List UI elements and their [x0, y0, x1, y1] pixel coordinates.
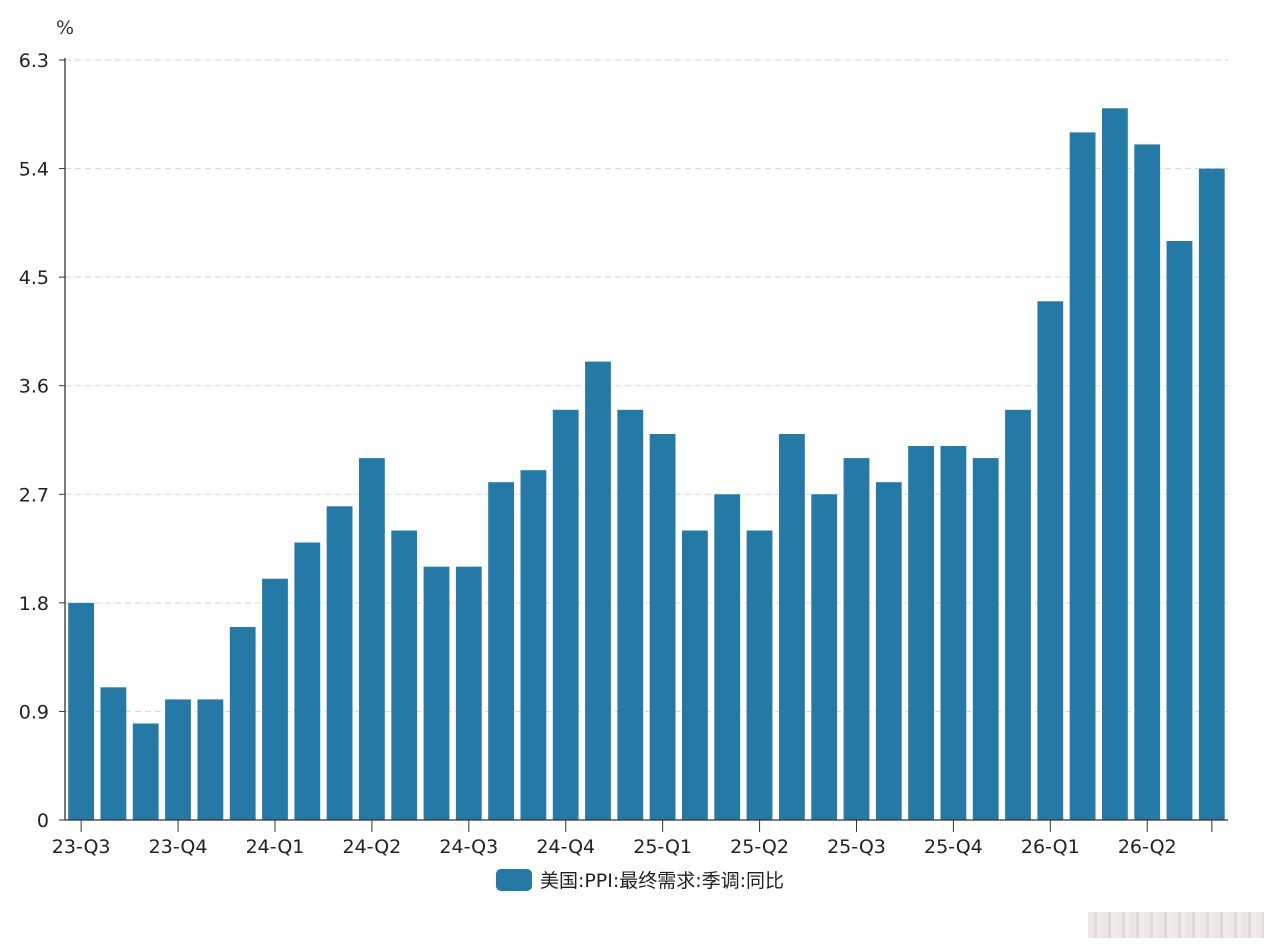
bar[interactable] [779, 434, 805, 820]
x-tick-label: 23-Q4 [149, 836, 208, 858]
bar[interactable] [746, 530, 773, 821]
legend-label: 美国:PPI:最终需求:季调:同比 [539, 870, 785, 892]
x-tick-label: 24-Q1 [246, 836, 305, 858]
bar[interactable] [520, 470, 547, 820]
bar[interactable] [617, 409, 644, 820]
bar[interactable] [294, 542, 321, 821]
y-tick-label: 0 [37, 810, 49, 832]
y-tick-label: 1.8 [19, 593, 49, 615]
bar[interactable] [229, 627, 256, 820]
bar[interactable] [1166, 241, 1193, 820]
bar[interactable] [682, 530, 708, 821]
bar[interactable] [843, 458, 870, 820]
x-tick-label: 25-Q2 [730, 836, 789, 858]
bar[interactable] [165, 699, 191, 820]
x-tick-label: 25-Q3 [827, 836, 886, 858]
y-tick-label: 5.4 [19, 159, 49, 181]
bar[interactable] [326, 506, 353, 820]
bar[interactable] [455, 566, 482, 820]
legend[interactable]: 美国:PPI:最终需求:季调:同比 [0, 866, 1280, 896]
axes [64, 58, 1228, 821]
bar[interactable] [100, 687, 127, 820]
bar[interactable] [1005, 409, 1031, 820]
bar[interactable] [197, 699, 224, 820]
x-tick-label: 25-Q1 [633, 836, 692, 858]
bar[interactable] [1134, 144, 1161, 820]
bar[interactable] [585, 361, 611, 820]
x-tick-label: 26-Q2 [1118, 836, 1177, 858]
bar[interactable] [132, 723, 159, 821]
x-tick-label: 25-Q4 [924, 836, 983, 858]
grid-lines [65, 59, 1228, 712]
bar[interactable] [714, 494, 741, 820]
bar[interactable] [423, 566, 450, 820]
legend-swatch-icon [495, 868, 532, 891]
x-tick-label: 24-Q2 [343, 836, 402, 858]
legend-item[interactable]: 美国:PPI:最终需求:季调:同比 [495, 866, 785, 893]
y-tick-label: 6.3 [19, 50, 49, 72]
bar[interactable] [359, 458, 385, 820]
bar[interactable] [1198, 168, 1225, 821]
x-tick-label: 26-Q1 [1021, 836, 1080, 858]
y-axis-unit-label: % [56, 17, 74, 39]
x-axis-ticks: 23-Q3 23-Q4 24-Q1 24-Q2 24-Q3 24-Q4 25-Q1 25-Q2… [52, 820, 1213, 858]
bar[interactable] [1037, 301, 1064, 820]
y-tick-label: 0.9 [19, 701, 49, 723]
bar[interactable] [552, 409, 579, 820]
y-tick-label: 4.5 [19, 267, 49, 289]
bar[interactable] [811, 494, 838, 820]
bar[interactable] [68, 602, 94, 820]
y-tick-label: 2.7 [19, 484, 49, 506]
bar[interactable] [391, 530, 418, 821]
bar[interactable] [488, 482, 514, 820]
bar[interactable] [1102, 108, 1128, 821]
watermark-logo [1088, 912, 1264, 938]
bar[interactable] [649, 434, 676, 820]
bar[interactable] [875, 482, 902, 820]
x-tick-label: 24-Q4 [536, 836, 595, 858]
y-axis-ticks: 0 0.9 1.8 2.7 3.6 4.5 5.4 6.3 [19, 50, 65, 832]
bar[interactable] [940, 446, 967, 820]
y-tick-label: 3.6 [19, 376, 49, 398]
bars [68, 108, 1225, 821]
bar[interactable] [972, 458, 999, 820]
x-tick-label: 23-Q3 [52, 836, 111, 858]
bar[interactable] [908, 446, 934, 820]
bar[interactable] [1069, 132, 1096, 820]
bar[interactable] [262, 578, 288, 820]
x-tick-label: 24-Q3 [439, 836, 498, 858]
